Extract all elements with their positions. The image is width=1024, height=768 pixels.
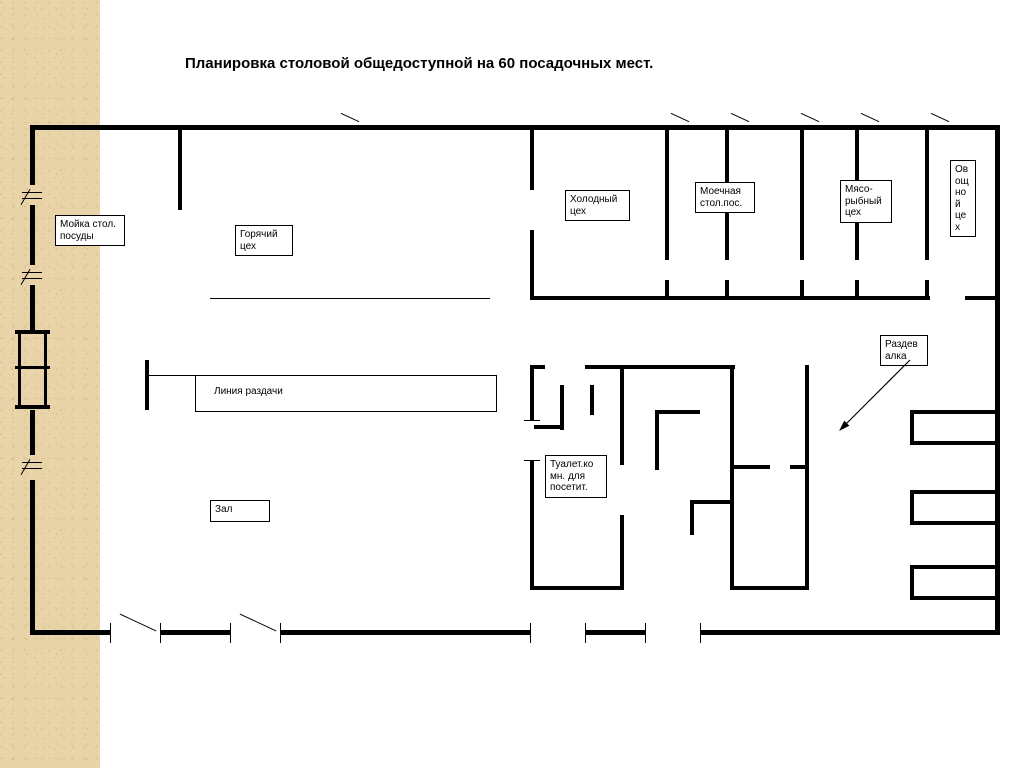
floor-plan: Мойка стол. посуды Горячий цех Холодный … <box>30 120 1000 660</box>
arrow-locker <box>30 120 1000 660</box>
page-title: Планировка столовой общедоступной на 60 … <box>185 55 653 72</box>
win-l-3c <box>18 330 21 408</box>
